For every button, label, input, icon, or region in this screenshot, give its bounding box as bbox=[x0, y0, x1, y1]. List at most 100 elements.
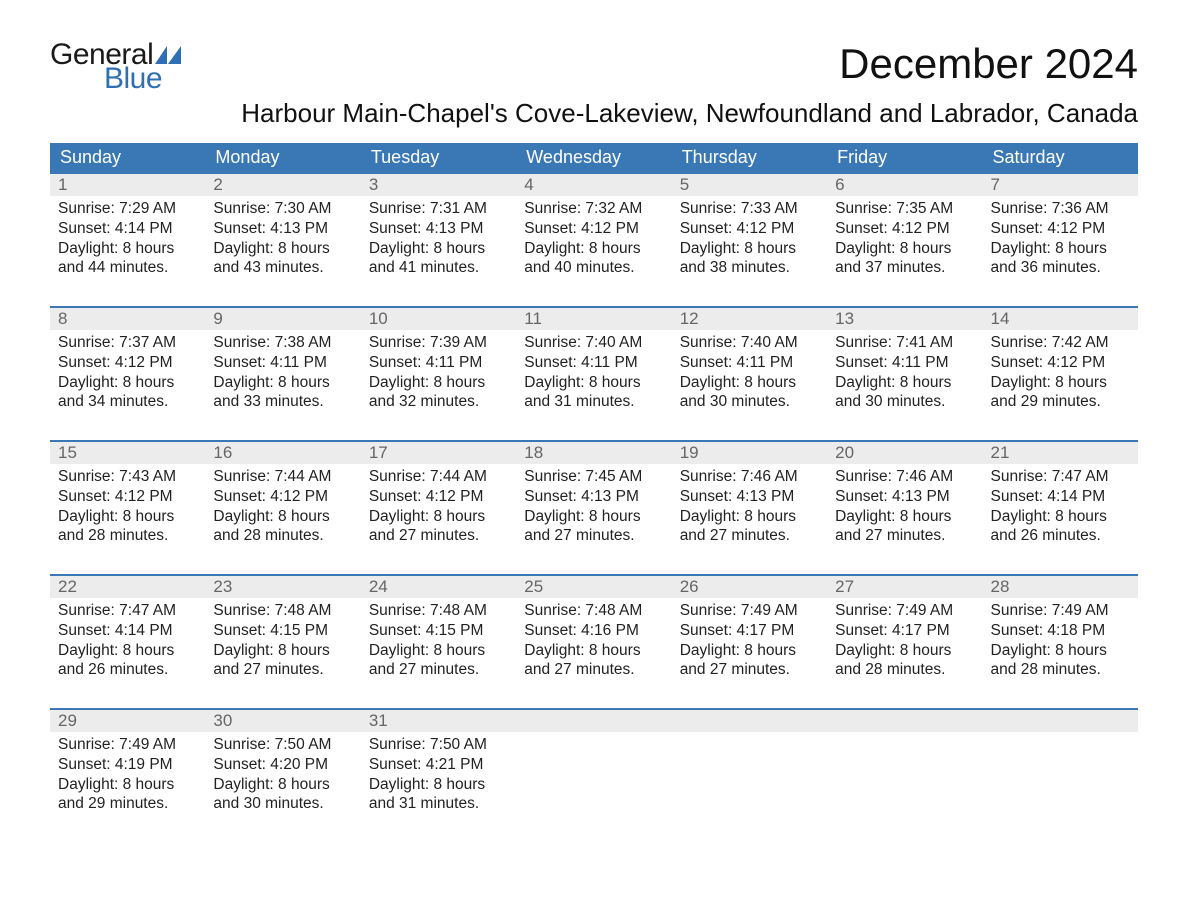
daylight-line: Daylight: 8 hours bbox=[835, 507, 974, 527]
day-number: 24 bbox=[361, 576, 516, 598]
daylight-line: Daylight: 8 hours bbox=[524, 373, 663, 393]
daylight-line: Daylight: 8 hours bbox=[58, 507, 197, 527]
day-details: Sunrise: 7:32 AMSunset: 4:12 PMDaylight:… bbox=[516, 196, 671, 286]
sunset-line: Sunset: 4:11 PM bbox=[835, 353, 974, 373]
sunrise-line: Sunrise: 7:40 AM bbox=[524, 333, 663, 353]
sunrise-line: Sunrise: 7:46 AM bbox=[835, 467, 974, 487]
sunset-line: Sunset: 4:18 PM bbox=[991, 621, 1130, 641]
calendar-day-cell: 30Sunrise: 7:50 AMSunset: 4:20 PMDayligh… bbox=[205, 709, 360, 842]
sunset-line: Sunset: 4:12 PM bbox=[58, 353, 197, 373]
weekday-header-row: Sunday Monday Tuesday Wednesday Thursday… bbox=[50, 143, 1138, 173]
sunrise-line: Sunrise: 7:35 AM bbox=[835, 199, 974, 219]
calendar-day-cell: 27Sunrise: 7:49 AMSunset: 4:17 PMDayligh… bbox=[827, 575, 982, 709]
sunrise-line: Sunrise: 7:49 AM bbox=[58, 735, 197, 755]
sunset-line: Sunset: 4:14 PM bbox=[58, 219, 197, 239]
day-number: 15 bbox=[50, 442, 205, 464]
day-number: 1 bbox=[50, 174, 205, 196]
calendar-day-cell: 24Sunrise: 7:48 AMSunset: 4:15 PMDayligh… bbox=[361, 575, 516, 709]
calendar-day-cell: 9Sunrise: 7:38 AMSunset: 4:11 PMDaylight… bbox=[205, 307, 360, 441]
calendar-day-cell: 17Sunrise: 7:44 AMSunset: 4:12 PMDayligh… bbox=[361, 441, 516, 575]
day-details: Sunrise: 7:47 AMSunset: 4:14 PMDaylight:… bbox=[50, 598, 205, 688]
calendar-day-cell: 16Sunrise: 7:44 AMSunset: 4:12 PMDayligh… bbox=[205, 441, 360, 575]
daylight-line: Daylight: 8 hours bbox=[835, 373, 974, 393]
day-number: 3 bbox=[361, 174, 516, 196]
daylight-line: Daylight: 8 hours bbox=[369, 775, 508, 795]
calendar-day-cell: 29Sunrise: 7:49 AMSunset: 4:19 PMDayligh… bbox=[50, 709, 205, 842]
day-details bbox=[672, 732, 827, 823]
day-details: Sunrise: 7:48 AMSunset: 4:15 PMDaylight:… bbox=[361, 598, 516, 688]
sunrise-line: Sunrise: 7:40 AM bbox=[680, 333, 819, 353]
sunrise-line: Sunrise: 7:44 AM bbox=[369, 467, 508, 487]
calendar-day-cell: 7Sunrise: 7:36 AMSunset: 4:12 PMDaylight… bbox=[983, 173, 1138, 307]
daylight-line: Daylight: 8 hours bbox=[991, 373, 1130, 393]
weekday-header: Monday bbox=[205, 143, 360, 173]
daylight-line: and 27 minutes. bbox=[524, 526, 663, 546]
sunset-line: Sunset: 4:11 PM bbox=[680, 353, 819, 373]
daylight-line: Daylight: 8 hours bbox=[58, 641, 197, 661]
daylight-line: Daylight: 8 hours bbox=[680, 239, 819, 259]
calendar-day-cell: 20Sunrise: 7:46 AMSunset: 4:13 PMDayligh… bbox=[827, 441, 982, 575]
day-details: Sunrise: 7:47 AMSunset: 4:14 PMDaylight:… bbox=[983, 464, 1138, 554]
calendar-week-row: 8Sunrise: 7:37 AMSunset: 4:12 PMDaylight… bbox=[50, 307, 1138, 441]
daylight-line: and 34 minutes. bbox=[58, 392, 197, 412]
calendar-day-cell bbox=[827, 709, 982, 842]
daylight-line: Daylight: 8 hours bbox=[835, 239, 974, 259]
day-number: 22 bbox=[50, 576, 205, 598]
daylight-line: Daylight: 8 hours bbox=[991, 507, 1130, 527]
daylight-line: Daylight: 8 hours bbox=[991, 239, 1130, 259]
daylight-line: and 40 minutes. bbox=[524, 258, 663, 278]
daylight-line: Daylight: 8 hours bbox=[58, 239, 197, 259]
day-number: 11 bbox=[516, 308, 671, 330]
day-number: 6 bbox=[827, 174, 982, 196]
day-details: Sunrise: 7:49 AMSunset: 4:17 PMDaylight:… bbox=[672, 598, 827, 688]
daylight-line: Daylight: 8 hours bbox=[991, 641, 1130, 661]
day-number: 4 bbox=[516, 174, 671, 196]
day-details bbox=[983, 732, 1138, 823]
day-number: 19 bbox=[672, 442, 827, 464]
sunrise-line: Sunrise: 7:37 AM bbox=[58, 333, 197, 353]
sunrise-line: Sunrise: 7:44 AM bbox=[213, 467, 352, 487]
location-subtitle: Harbour Main-Chapel's Cove-Lakeview, New… bbox=[50, 98, 1138, 129]
daylight-line: Daylight: 8 hours bbox=[680, 507, 819, 527]
day-details: Sunrise: 7:35 AMSunset: 4:12 PMDaylight:… bbox=[827, 196, 982, 286]
day-details: Sunrise: 7:39 AMSunset: 4:11 PMDaylight:… bbox=[361, 330, 516, 420]
daylight-line: Daylight: 8 hours bbox=[524, 641, 663, 661]
daylight-line: and 44 minutes. bbox=[58, 258, 197, 278]
calendar-day-cell: 1Sunrise: 7:29 AMSunset: 4:14 PMDaylight… bbox=[50, 173, 205, 307]
sunset-line: Sunset: 4:15 PM bbox=[369, 621, 508, 641]
weekday-header: Friday bbox=[827, 143, 982, 173]
daylight-line: and 31 minutes. bbox=[524, 392, 663, 412]
day-details: Sunrise: 7:30 AMSunset: 4:13 PMDaylight:… bbox=[205, 196, 360, 286]
day-number bbox=[672, 710, 827, 732]
day-details: Sunrise: 7:48 AMSunset: 4:16 PMDaylight:… bbox=[516, 598, 671, 688]
sunrise-line: Sunrise: 7:45 AM bbox=[524, 467, 663, 487]
day-number: 14 bbox=[983, 308, 1138, 330]
sunrise-line: Sunrise: 7:50 AM bbox=[369, 735, 508, 755]
day-number: 28 bbox=[983, 576, 1138, 598]
daylight-line: and 27 minutes. bbox=[524, 660, 663, 680]
daylight-line: Daylight: 8 hours bbox=[58, 373, 197, 393]
daylight-line: and 29 minutes. bbox=[991, 392, 1130, 412]
daylight-line: and 27 minutes. bbox=[835, 526, 974, 546]
daylight-line: and 29 minutes. bbox=[58, 794, 197, 814]
day-number: 7 bbox=[983, 174, 1138, 196]
sunset-line: Sunset: 4:12 PM bbox=[680, 219, 819, 239]
sunset-line: Sunset: 4:14 PM bbox=[58, 621, 197, 641]
calendar-day-cell: 8Sunrise: 7:37 AMSunset: 4:12 PMDaylight… bbox=[50, 307, 205, 441]
day-number: 30 bbox=[205, 710, 360, 732]
day-number: 21 bbox=[983, 442, 1138, 464]
day-number: 16 bbox=[205, 442, 360, 464]
sunset-line: Sunset: 4:12 PM bbox=[835, 219, 974, 239]
day-details: Sunrise: 7:38 AMSunset: 4:11 PMDaylight:… bbox=[205, 330, 360, 420]
day-number: 29 bbox=[50, 710, 205, 732]
day-number: 2 bbox=[205, 174, 360, 196]
day-details: Sunrise: 7:31 AMSunset: 4:13 PMDaylight:… bbox=[361, 196, 516, 286]
daylight-line: and 30 minutes. bbox=[680, 392, 819, 412]
sunset-line: Sunset: 4:12 PM bbox=[213, 487, 352, 507]
sunset-line: Sunset: 4:14 PM bbox=[991, 487, 1130, 507]
daylight-line: Daylight: 8 hours bbox=[524, 239, 663, 259]
day-number: 5 bbox=[672, 174, 827, 196]
day-number bbox=[516, 710, 671, 732]
sunrise-line: Sunrise: 7:50 AM bbox=[213, 735, 352, 755]
day-details bbox=[516, 732, 671, 823]
